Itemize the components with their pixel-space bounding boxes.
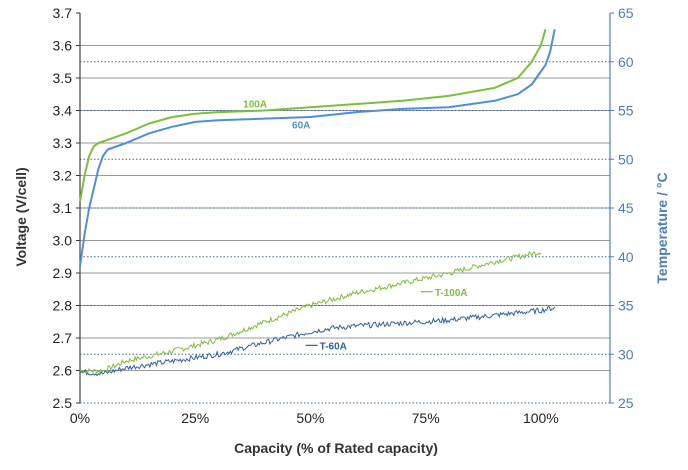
y-right-tick-label: 50 (618, 151, 634, 167)
x-tick-label: 0% (70, 410, 90, 426)
series-label: 60A (292, 120, 310, 131)
x-tick-label: 75% (412, 410, 440, 426)
y-right-tick-label: 30 (618, 346, 634, 362)
x-tick-label: 100% (523, 410, 559, 426)
y-left-tick-label: 2.5 (53, 395, 73, 411)
y-left-tick-label: 3.5 (53, 70, 73, 86)
y-right-tick-label: 25 (618, 395, 634, 411)
y-right-tick-label: 45 (618, 200, 634, 216)
series-line-100a (79, 29, 547, 202)
axes (76, 12, 614, 404)
y-left-tick-label: 3.1 (53, 200, 73, 216)
x-tick-label: 25% (181, 410, 209, 426)
grid-lines (80, 45, 610, 371)
series-label: T-60A (320, 341, 347, 352)
y-left-tick-label: 3.7 (53, 5, 73, 21)
y-left-tick-label: 3.2 (53, 168, 73, 184)
y-right-tick-label: 55 (618, 103, 634, 119)
y-left-tick-label: 3.6 (53, 38, 73, 54)
y-left-tick-label: 2.9 (53, 265, 73, 281)
y-right-tick-label: 35 (618, 298, 634, 314)
y-left-tick-label: 3.3 (53, 135, 73, 151)
y-right-tick-label: 60 (618, 54, 634, 70)
series-line-60a (79, 29, 556, 267)
series-lines (79, 29, 556, 377)
y-left-tick-label: 2.6 (53, 363, 73, 379)
x-tick-label: 50% (296, 410, 324, 426)
y-right-tick-label: 65 (618, 5, 634, 21)
y-left-tick-label: 3.0 (53, 233, 73, 249)
series-line-t-100a (79, 250, 542, 375)
y-left-tick-label: 2.8 (53, 298, 73, 314)
y-axis-left-title: Voltage (V/cell) (13, 167, 29, 266)
y-axis-right-title: Temperature / °C (654, 172, 670, 283)
y-left-tick-label: 3.4 (53, 103, 73, 119)
series-label: T-100A (435, 288, 468, 299)
y-right-tick-label: 40 (618, 249, 634, 265)
tick-labels: 2.5 2.6 2.7 2.8 2.9 3.0 3.1 3.2 3.3 3.4 3.5 3.6 3.7 2… (53, 5, 634, 426)
x-axis-title: Capacity (% of Rated capacity) (234, 440, 438, 456)
y-left-tick-label: 2.7 (53, 330, 73, 346)
series-line-t-60a (79, 305, 556, 377)
series-label: 100A (243, 99, 267, 110)
series-labels: 100A 60A T-100A T-60A (243, 99, 467, 352)
